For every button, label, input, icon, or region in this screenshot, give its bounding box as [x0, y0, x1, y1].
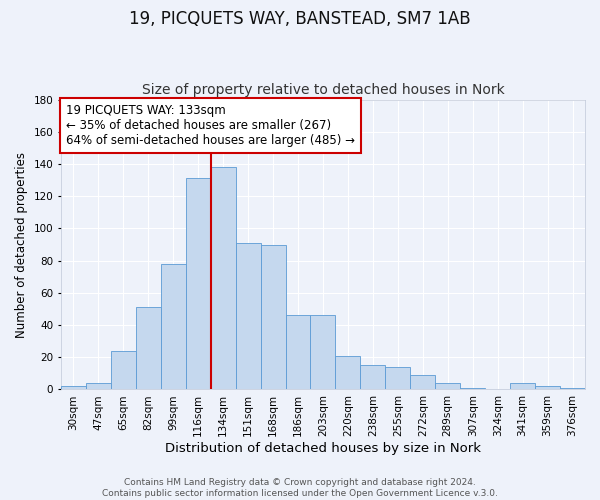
- Bar: [111, 351, 136, 390]
- Bar: [310, 316, 335, 390]
- Bar: [286, 316, 310, 390]
- Title: Size of property relative to detached houses in Nork: Size of property relative to detached ho…: [142, 83, 505, 97]
- Bar: [535, 386, 560, 390]
- Bar: [236, 243, 260, 390]
- Text: 19, PICQUETS WAY, BANSTEAD, SM7 1AB: 19, PICQUETS WAY, BANSTEAD, SM7 1AB: [129, 10, 471, 28]
- Bar: [435, 383, 460, 390]
- Bar: [335, 356, 361, 390]
- Bar: [361, 366, 385, 390]
- Text: 19 PICQUETS WAY: 133sqm
← 35% of detached houses are smaller (267)
64% of semi-d: 19 PICQUETS WAY: 133sqm ← 35% of detache…: [66, 104, 355, 147]
- Bar: [560, 388, 585, 390]
- Bar: [410, 375, 435, 390]
- Bar: [260, 244, 286, 390]
- Bar: [385, 367, 410, 390]
- Bar: [61, 386, 86, 390]
- Bar: [211, 167, 236, 390]
- Bar: [161, 264, 186, 390]
- Bar: [510, 383, 535, 390]
- Bar: [186, 178, 211, 390]
- Bar: [136, 308, 161, 390]
- X-axis label: Distribution of detached houses by size in Nork: Distribution of detached houses by size …: [165, 442, 481, 455]
- Bar: [86, 383, 111, 390]
- Text: Contains HM Land Registry data © Crown copyright and database right 2024.
Contai: Contains HM Land Registry data © Crown c…: [102, 478, 498, 498]
- Y-axis label: Number of detached properties: Number of detached properties: [15, 152, 28, 338]
- Bar: [460, 388, 485, 390]
